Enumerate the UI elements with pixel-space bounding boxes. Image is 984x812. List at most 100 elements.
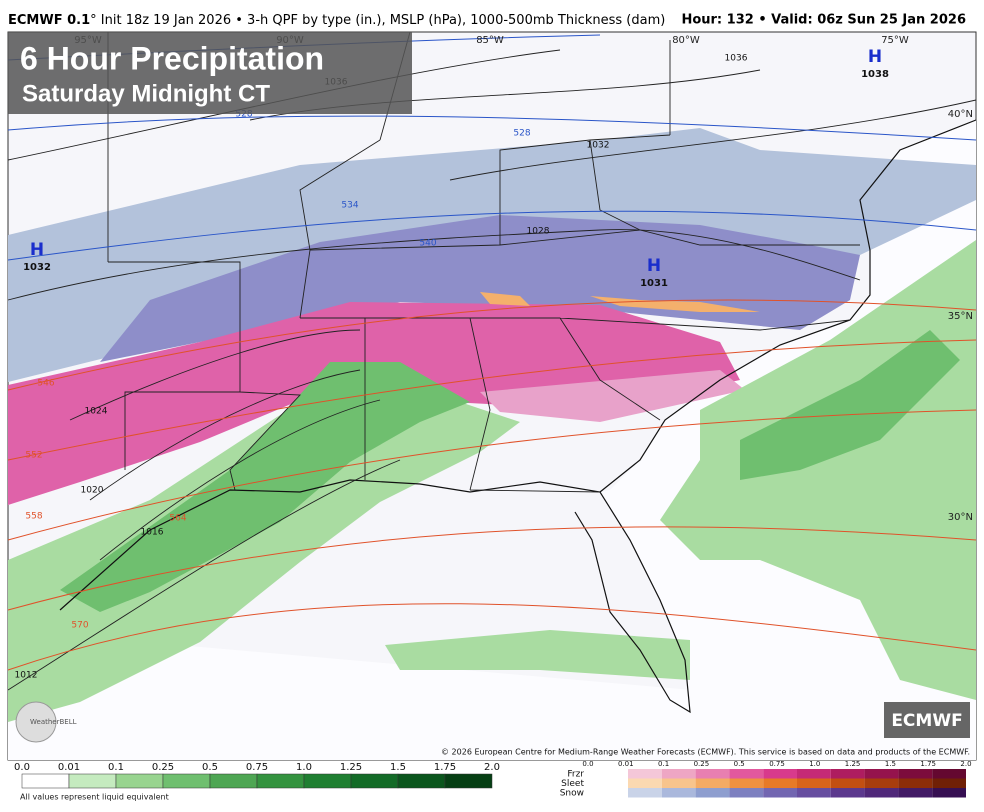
header: ECMWF 0.1° Init 18z 19 Jan 2026 • 3-h QP… — [8, 13, 966, 28]
rain-tick-label: 1.0 — [296, 762, 312, 773]
type-swatch — [763, 778, 797, 788]
type-swatch — [729, 769, 764, 779]
offshore-rain-core — [740, 330, 960, 480]
type-swatch — [932, 788, 966, 798]
high-value: 1038 — [861, 69, 889, 80]
type-label: Sleet — [561, 779, 584, 789]
rain-tick-label: 0.1 — [108, 762, 124, 773]
type-tick-label: 1.5 — [885, 760, 896, 768]
thickness-label: 528 — [513, 129, 530, 139]
thickness-label: 564 — [169, 514, 186, 524]
high-value: 1032 — [23, 262, 51, 273]
isobar-label: 1020 — [81, 486, 104, 496]
type-swatch — [864, 778, 899, 788]
type-swatch — [932, 778, 966, 788]
type-swatch — [830, 778, 865, 788]
high-symbol: H — [30, 240, 44, 260]
type-swatch — [898, 769, 933, 779]
thickness-warm — [7, 299, 977, 671]
rain-tick-label: 0.75 — [246, 762, 268, 773]
rain-tick-label: 0.25 — [152, 762, 174, 773]
latitude-label: 35°N — [948, 311, 973, 322]
freezing-rain-area — [8, 302, 740, 505]
badge: ECMWF — [891, 711, 962, 731]
rain-tick-label: 1.75 — [434, 762, 456, 773]
rain-swatch — [68, 773, 117, 789]
type-swatch — [729, 778, 764, 788]
type-swatch — [898, 788, 933, 798]
isobar-label: 1024 — [85, 407, 108, 417]
longitude-label: 75°W — [881, 35, 909, 46]
rain-tick-label: 0.01 — [58, 762, 80, 773]
legend-note: All values represent liquid equivalent — [20, 793, 169, 802]
thickness-label: 570 — [71, 621, 88, 631]
type-tick-label: 1.0 — [809, 760, 820, 768]
type-swatch — [729, 788, 764, 798]
type-swatch — [797, 788, 831, 798]
longitude-label: 85°W — [476, 35, 504, 46]
high-value: 1031 — [640, 278, 668, 289]
type-swatch — [763, 769, 797, 779]
type-swatch — [932, 769, 966, 779]
map: 95°W90°W85°W80°W75°W40°N35°N30°NH1032H10… — [7, 31, 977, 761]
type-swatch — [628, 788, 662, 798]
thickness-label: 546 — [37, 379, 54, 389]
type-swatch — [898, 778, 933, 788]
thickness-label: 552 — [25, 451, 42, 461]
badge-box — [884, 702, 970, 738]
type-label: Snow — [560, 789, 584, 799]
type-swatch — [695, 778, 730, 788]
overlay-box — [8, 32, 412, 114]
overlay-title: 6 Hour Precipitation — [20, 40, 324, 76]
heavy-snow-area — [100, 215, 860, 362]
type-swatch — [763, 788, 797, 798]
isobar-label: 1016 — [141, 528, 164, 538]
valid-time: Hour: 132 • Valid: 06z Sun 25 Jan 2026 — [681, 13, 966, 28]
type-swatch — [797, 769, 831, 779]
type-tick-label: 0.1 — [658, 760, 669, 768]
rain-swatch — [21, 773, 70, 789]
thickness-label: 558 — [25, 512, 42, 522]
rain-swatch — [303, 773, 352, 789]
rain-tick-label: 1.25 — [340, 762, 362, 773]
rain-tick-label: 0.0 — [14, 762, 30, 773]
isobar-label: 1012 — [15, 671, 38, 681]
thickness-label: 534 — [341, 201, 358, 211]
run-info: ° Init 18z 19 Jan 2026 • 3-h QPF by type… — [90, 13, 665, 28]
type-swatch — [661, 778, 696, 788]
high-symbol: H — [868, 47, 882, 67]
type-tick-label: 0.01 — [618, 760, 634, 768]
rain-tick-label: 1.5 — [390, 762, 406, 773]
type-swatch — [830, 769, 865, 779]
logo: WeatherBELL — [30, 718, 77, 726]
type-swatch — [864, 769, 899, 779]
type-swatch — [797, 778, 831, 788]
model: ECMWF 0.1 — [8, 13, 90, 28]
type-tick-label: 0.75 — [769, 760, 785, 768]
type-tick-label: 0.5 — [734, 760, 745, 768]
rain-swatch — [162, 773, 211, 789]
type-swatch — [628, 778, 662, 788]
rain-swatch — [350, 773, 399, 789]
rain-area — [60, 362, 470, 612]
isobar-label: 1028 — [527, 227, 550, 237]
logo-globe — [15, 701, 57, 743]
light-freezing-rain-area — [480, 370, 745, 422]
thickness-label: 540 — [419, 239, 436, 249]
longitude-label: 80°W — [672, 35, 700, 46]
type-swatch — [695, 788, 730, 798]
isobar-label: 1032 — [587, 141, 610, 151]
rain-swatch — [209, 773, 258, 789]
type-swatch — [864, 788, 899, 798]
latitude-label: 40°N — [948, 109, 973, 120]
type-swatch — [628, 769, 662, 779]
rain-tick-label: 2.0 — [484, 762, 500, 773]
rain-swatch — [256, 773, 305, 789]
rain-swatch — [444, 773, 493, 789]
light-rain-area — [8, 382, 520, 722]
high-symbol: H — [647, 256, 661, 276]
type-swatch — [661, 769, 696, 779]
type-tick-label: 2.0 — [960, 760, 971, 768]
thickness-label: 528 — [235, 110, 252, 120]
